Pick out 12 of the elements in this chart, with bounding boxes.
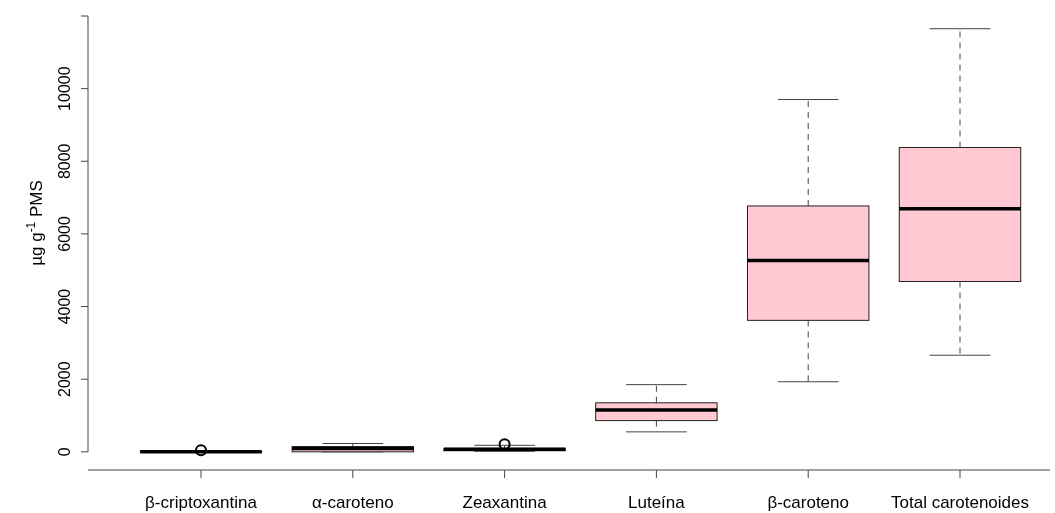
x-tick-label: α-caroteno — [311, 493, 394, 512]
y-tick-label: 10000 — [56, 66, 73, 111]
x-tick-label: Zeaxantina — [462, 493, 548, 512]
y-tick-label: 6000 — [56, 216, 73, 252]
y-tick-label: 8000 — [56, 143, 73, 180]
y-tick-label: 4000 — [56, 288, 73, 325]
x-tick-label: β-caroteno — [767, 493, 849, 512]
y-tick-label: 0 — [56, 447, 73, 457]
x-tick-label: Total carotenoides — [891, 493, 1029, 512]
x-tick-label: β-criptoxantina — [145, 493, 258, 512]
y-tick-label: 2000 — [56, 361, 73, 397]
x-tick-label: Luteína — [628, 493, 686, 512]
